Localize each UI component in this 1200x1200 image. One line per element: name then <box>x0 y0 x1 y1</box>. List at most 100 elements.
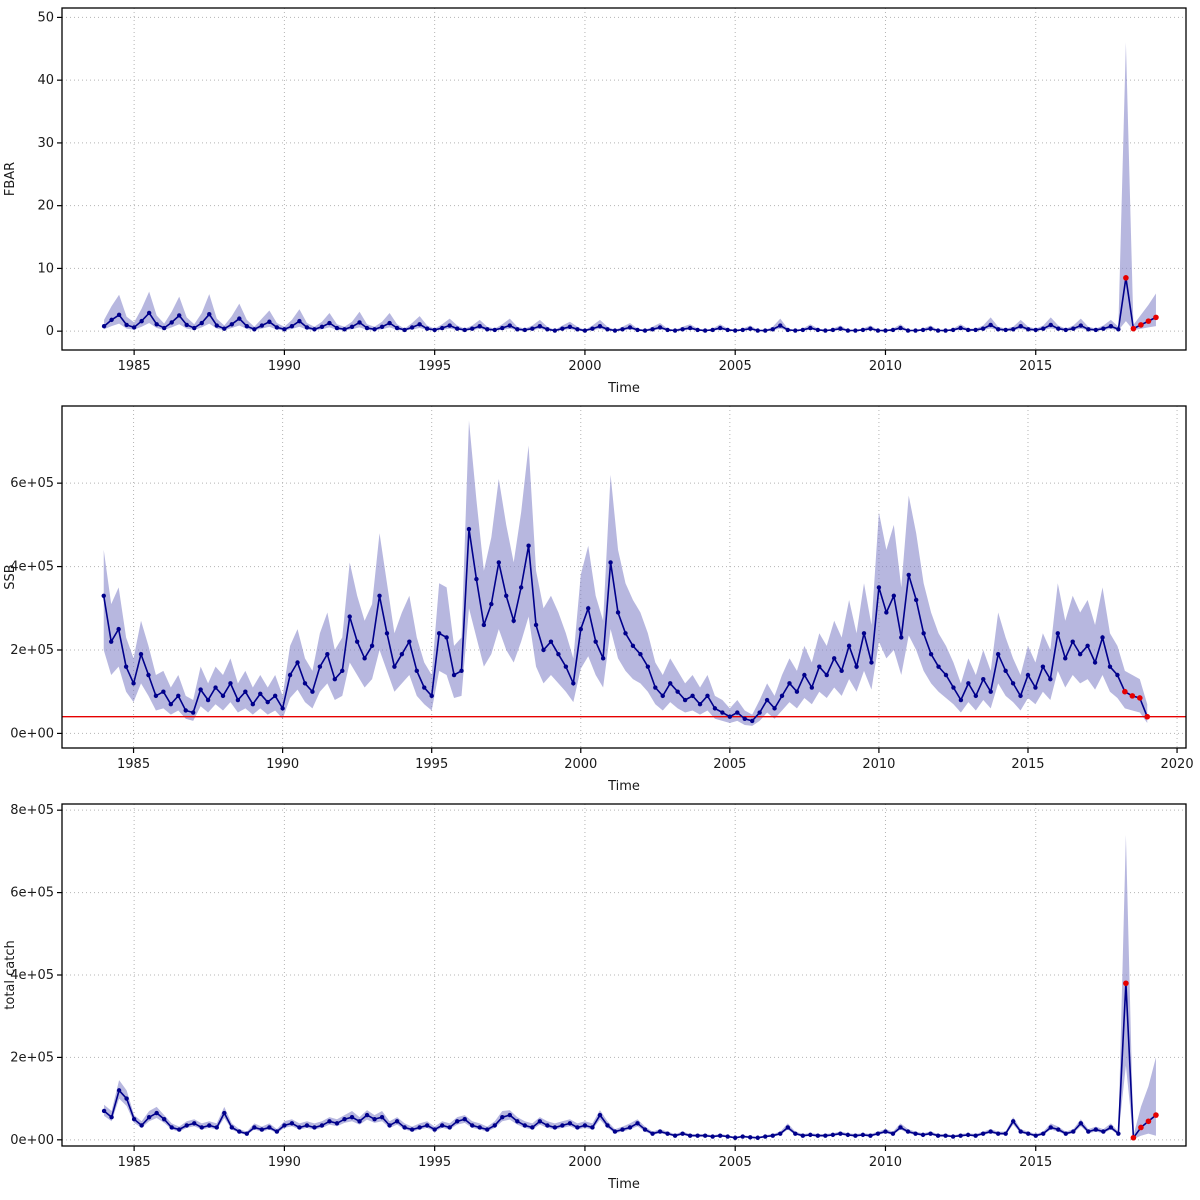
data-point <box>1108 1125 1114 1130</box>
data-point <box>489 601 494 607</box>
data-point <box>295 660 300 665</box>
data-point <box>304 325 310 330</box>
data-point <box>252 1125 257 1130</box>
data-point <box>725 327 730 333</box>
data-point <box>379 324 385 329</box>
data-point <box>372 1117 377 1122</box>
data-point <box>387 320 392 326</box>
catch-panel: 1985 1990 1995 2000 2005 2010 2015 0e+00 2e+05 4e… <box>0 798 1200 1196</box>
data-point <box>830 327 836 333</box>
data-point <box>590 1125 595 1130</box>
plot-area <box>62 8 1186 350</box>
data-point <box>1107 664 1113 669</box>
data-point <box>1010 327 1016 332</box>
y-tick-label: 0 <box>46 324 54 339</box>
data-point <box>906 572 911 578</box>
data-point <box>778 323 783 328</box>
data-point <box>377 593 382 598</box>
data-point <box>184 1123 189 1128</box>
data-point <box>282 1123 287 1128</box>
data-point <box>470 1123 475 1128</box>
data-point <box>920 327 926 333</box>
y-tick-label: 4e+05 <box>10 560 54 575</box>
data-point <box>474 576 479 582</box>
data-point <box>839 668 844 674</box>
data-point <box>334 1121 340 1126</box>
forecast-point <box>1130 325 1137 332</box>
data-point <box>429 693 434 699</box>
data-point <box>1003 327 1008 333</box>
data-point <box>207 312 212 317</box>
data-point <box>274 1129 280 1134</box>
data-point <box>267 1125 272 1130</box>
data-point <box>213 685 218 690</box>
confidence-ribbon <box>104 42 1156 331</box>
data-point <box>409 1127 415 1132</box>
data-point <box>800 327 806 333</box>
data-point <box>973 1133 978 1138</box>
data-point <box>402 327 407 333</box>
data-point <box>778 1131 783 1136</box>
ssb-chart: 1985 1990 1995 2000 2005 2010 2015 2020 0e+00 2e+… <box>3 405 1194 794</box>
data-point <box>252 327 257 332</box>
data-point <box>1093 1127 1099 1132</box>
data-point <box>710 1134 715 1139</box>
data-point <box>222 1110 227 1116</box>
data-point <box>228 681 233 686</box>
data-point <box>763 328 768 333</box>
data-point <box>875 328 881 333</box>
data-point <box>451 672 457 678</box>
data-point <box>779 693 785 699</box>
forecast-point <box>1122 688 1128 695</box>
data-point <box>630 643 636 649</box>
data-point <box>943 328 948 333</box>
data-point <box>627 1125 633 1130</box>
data-point <box>605 327 610 332</box>
x-tick-label: 1985 <box>118 359 151 374</box>
x-tick-label: 1990 <box>266 757 299 772</box>
data-point <box>190 710 196 715</box>
data-point <box>567 1121 573 1126</box>
data-point <box>250 702 256 707</box>
data-point <box>265 699 270 705</box>
data-point <box>921 631 926 636</box>
data-point <box>123 664 129 669</box>
data-point <box>511 618 516 623</box>
x-tick-label: 2000 <box>568 1155 601 1170</box>
data-point <box>772 706 777 711</box>
data-point <box>332 676 338 682</box>
data-point <box>347 614 352 619</box>
data-point <box>638 651 643 657</box>
fbar-panel: 1985 1990 1995 2000 2005 2010 2015 0 10 20 30 40 50 T… <box>0 2 1200 400</box>
data-point <box>642 1127 648 1132</box>
data-point <box>432 327 437 333</box>
data-point <box>815 1133 821 1138</box>
data-point <box>199 1125 204 1130</box>
data-point <box>466 526 472 532</box>
data-point <box>623 631 628 636</box>
data-point <box>399 651 405 657</box>
forecast-point <box>1153 314 1159 321</box>
y-tick-label: 10 <box>37 261 54 276</box>
data-point <box>958 1133 963 1138</box>
data-point <box>139 1123 144 1128</box>
data-point <box>695 1133 700 1138</box>
data-point <box>838 326 843 331</box>
data-point <box>507 323 512 328</box>
data-point <box>500 325 505 331</box>
data-point <box>548 639 554 644</box>
data-point <box>1078 323 1084 328</box>
data-point <box>817 664 822 669</box>
data-point <box>808 1132 813 1138</box>
data-point <box>785 1125 790 1130</box>
data-point <box>1086 327 1091 332</box>
data-point <box>815 327 821 333</box>
data-point <box>280 706 285 711</box>
data-point <box>965 327 971 333</box>
data-point <box>705 693 710 699</box>
data-point <box>177 313 182 318</box>
data-point <box>943 672 949 678</box>
confidence-ribbon <box>103 420 1148 726</box>
data-point <box>687 1133 693 1138</box>
data-point <box>891 593 897 598</box>
